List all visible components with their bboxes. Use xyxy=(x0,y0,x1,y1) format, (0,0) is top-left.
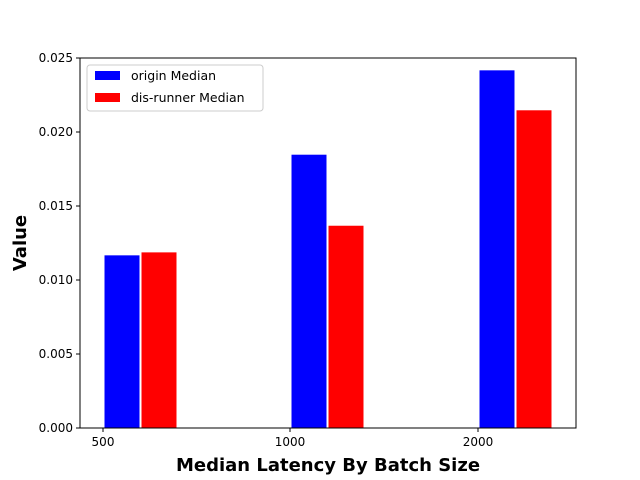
axes-frame xyxy=(79,57,577,429)
bar-dis-runner-2000 xyxy=(515,109,553,429)
legend: origin Median dis-runner Median xyxy=(86,64,264,112)
bar-dis-runner-1000 xyxy=(327,224,365,429)
bar-origin-2000 xyxy=(478,69,516,429)
bars xyxy=(103,69,553,429)
legend-label: dis-runner Median xyxy=(131,90,245,105)
y-tick-label: 0.000 xyxy=(39,421,73,435)
x-tick-label: 500 xyxy=(92,435,115,449)
y-tick-label: 0.015 xyxy=(39,199,73,213)
legend-box xyxy=(86,64,264,112)
legend-swatch xyxy=(95,71,120,80)
y-tick-label: 0.005 xyxy=(39,347,73,361)
bar-dis-runner-500 xyxy=(140,251,178,429)
bar-origin-500 xyxy=(103,254,141,429)
y-tick-label: 0.010 xyxy=(39,273,73,287)
y-tick-label: 0.020 xyxy=(39,125,73,139)
x-tick-label: 2000 xyxy=(463,435,494,449)
y-tick-label: 0.025 xyxy=(39,51,73,65)
bar-origin-1000 xyxy=(290,153,328,429)
y-axis-title: Value xyxy=(10,215,31,271)
x-axis-ticks: 500 1000 2000 xyxy=(92,428,494,449)
y-axis-ticks: 0.000 0.005 0.010 0.015 0.020 0.025 xyxy=(39,51,80,435)
legend-label: origin Median xyxy=(131,68,216,83)
x-axis-title: Median Latency By Batch Size xyxy=(176,455,480,476)
x-tick-label: 1000 xyxy=(275,435,306,449)
legend-swatch xyxy=(95,93,120,102)
